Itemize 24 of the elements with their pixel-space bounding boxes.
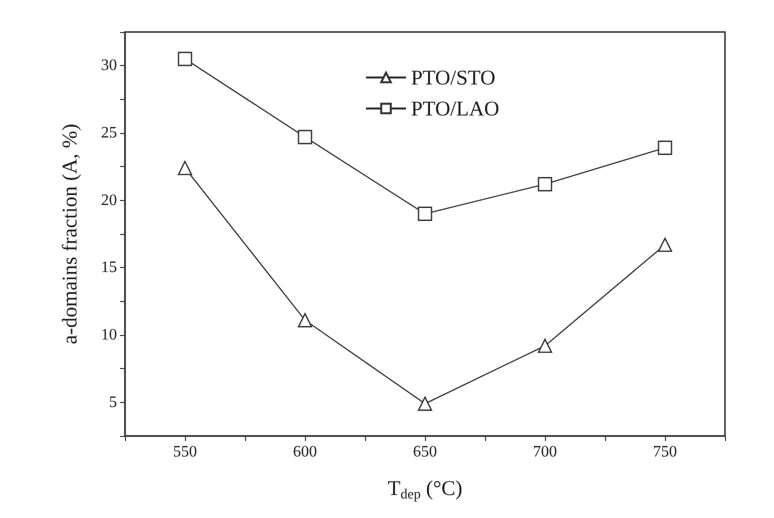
x-tick-label: 750: [653, 444, 677, 460]
point: [658, 238, 672, 252]
y-axis-title: a-domains fraction (A, %): [58, 124, 82, 344]
point: [178, 52, 192, 66]
point: [298, 130, 312, 144]
legend-label: PTO/LAO: [411, 96, 500, 120]
x-tick-label: 700: [533, 444, 557, 460]
x-tick-label: 650: [413, 444, 437, 460]
point: [658, 140, 672, 155]
y-tick-label: 15: [101, 259, 117, 276]
point: [418, 206, 432, 221]
y-tick-label: 20: [101, 192, 117, 209]
x-tick-label: 550: [173, 444, 197, 460]
y-tick-label: 25: [101, 124, 117, 142]
legend-label: PTO/STO: [411, 66, 496, 90]
point: [298, 313, 312, 328]
x-tick-label: 600: [293, 444, 317, 460]
y-tick-label: 10: [101, 326, 117, 344]
y-tick-label: 5: [109, 394, 117, 411]
point: [538, 177, 552, 192]
point: [418, 396, 432, 411]
y-tick-label: 30: [101, 57, 117, 74]
point: [538, 338, 552, 353]
point: [178, 160, 192, 176]
